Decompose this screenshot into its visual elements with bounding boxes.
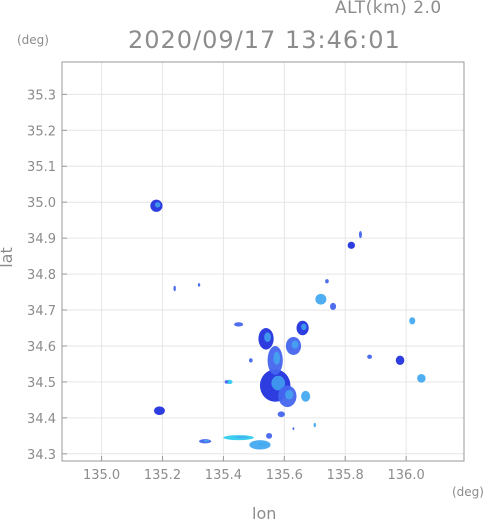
echo-cell [315, 293, 327, 305]
y-tick-label: 35.1 [27, 160, 56, 175]
echo-cell [417, 374, 426, 383]
altitude-label: ALT(km) 2.0 [335, 0, 442, 18]
echo-core [203, 439, 210, 442]
echo-core [264, 332, 271, 343]
y-unit-label: (deg) [17, 33, 49, 47]
x-tick-label: 135.6 [266, 468, 303, 483]
echo-core [154, 202, 161, 208]
y-tick-label: 34.6 [27, 340, 56, 355]
y-tick-label: 34.8 [27, 268, 56, 283]
echo-cell [248, 358, 253, 363]
echo-cell [395, 355, 405, 366]
y-tick-label: 34.7 [27, 304, 56, 319]
x-tick-label: 136.0 [388, 468, 425, 483]
echo-cell [409, 317, 416, 325]
echo-cell [325, 279, 329, 284]
echo-core [291, 340, 299, 349]
echo-layer [150, 199, 426, 450]
echo-cell [367, 354, 373, 359]
echo-cell [330, 302, 337, 311]
echo-core [271, 375, 286, 391]
echo-cell [153, 406, 165, 415]
echo-cell [301, 390, 311, 402]
echo-cell [266, 432, 273, 439]
echo-core [285, 389, 294, 400]
datetime-title: 2020/09/17 13:46:01 [128, 26, 401, 54]
x-tick-label: 135.2 [144, 468, 181, 483]
x-axis-label: lon [252, 504, 277, 521]
y-tick-label: 35.0 [27, 196, 56, 211]
echo-cell [234, 322, 244, 327]
y-tick-label: 35.2 [27, 124, 56, 139]
tick-labels: 135.0 135.2 135.4 135.6 135.8 136.0 34.3 34.4 34… [27, 88, 425, 483]
y-tick-label: 34.5 [27, 376, 56, 391]
echo-core [234, 436, 249, 439]
y-tick-label: 34.4 [27, 412, 56, 427]
echo-core [273, 351, 281, 365]
echo-cell [347, 241, 355, 249]
echo-cell [292, 427, 295, 431]
x-tick-label: 135.0 [83, 468, 120, 483]
x-tick-label: 135.4 [205, 468, 242, 483]
echo-cell [197, 283, 201, 287]
echo-core [257, 442, 267, 447]
y-tick-label: 34.3 [27, 448, 56, 463]
y-tick-label: 35.3 [27, 88, 56, 103]
x-tick-label: 135.8 [327, 468, 364, 483]
grid-lines [62, 62, 464, 461]
echo-cell [358, 230, 362, 239]
x-unit-label: (deg) [452, 485, 484, 499]
echo-cell [313, 422, 316, 428]
y-tick-label: 34.9 [27, 232, 56, 247]
echo-cell [224, 380, 229, 384]
echo-cell [226, 379, 233, 385]
echo-cell [277, 411, 285, 418]
echo-cell [173, 285, 176, 292]
echo-core [301, 323, 307, 331]
plot-frame [61, 61, 465, 462]
